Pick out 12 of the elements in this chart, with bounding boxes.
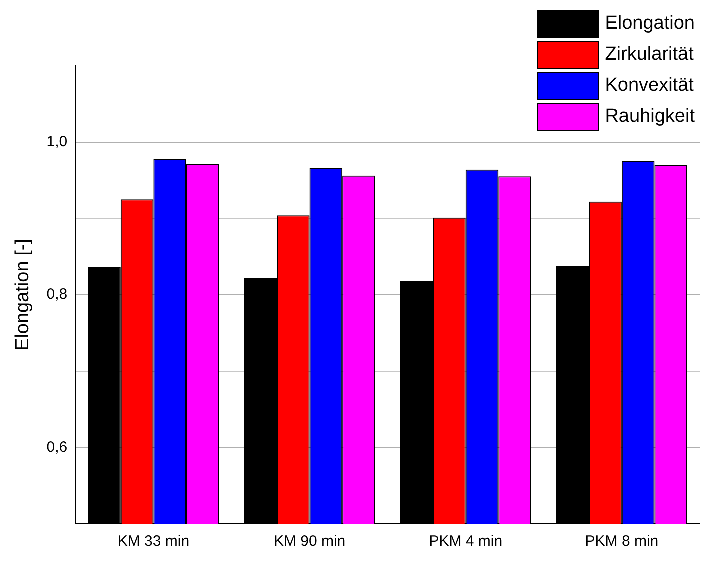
- y-tick-label: 0,6: [46, 438, 68, 456]
- legend-label: Zirkularität: [605, 44, 694, 66]
- x-tick-label: KM 90 min: [274, 533, 346, 550]
- x-tick-label: PKM 8 min: [585, 533, 659, 550]
- legend-label: Elongation: [605, 13, 695, 35]
- y-axis-title: Elongation [-]: [12, 239, 34, 351]
- y-tick-label: 0,8: [46, 286, 68, 304]
- legend-label: Rauhigkeit: [605, 106, 695, 128]
- legend-label: Konvexität: [605, 75, 694, 97]
- y-tick-label: 1,0: [46, 133, 68, 150]
- x-tick-label: KM 33 min: [118, 533, 190, 550]
- x-tick-label: PKM 4 min: [429, 533, 503, 550]
